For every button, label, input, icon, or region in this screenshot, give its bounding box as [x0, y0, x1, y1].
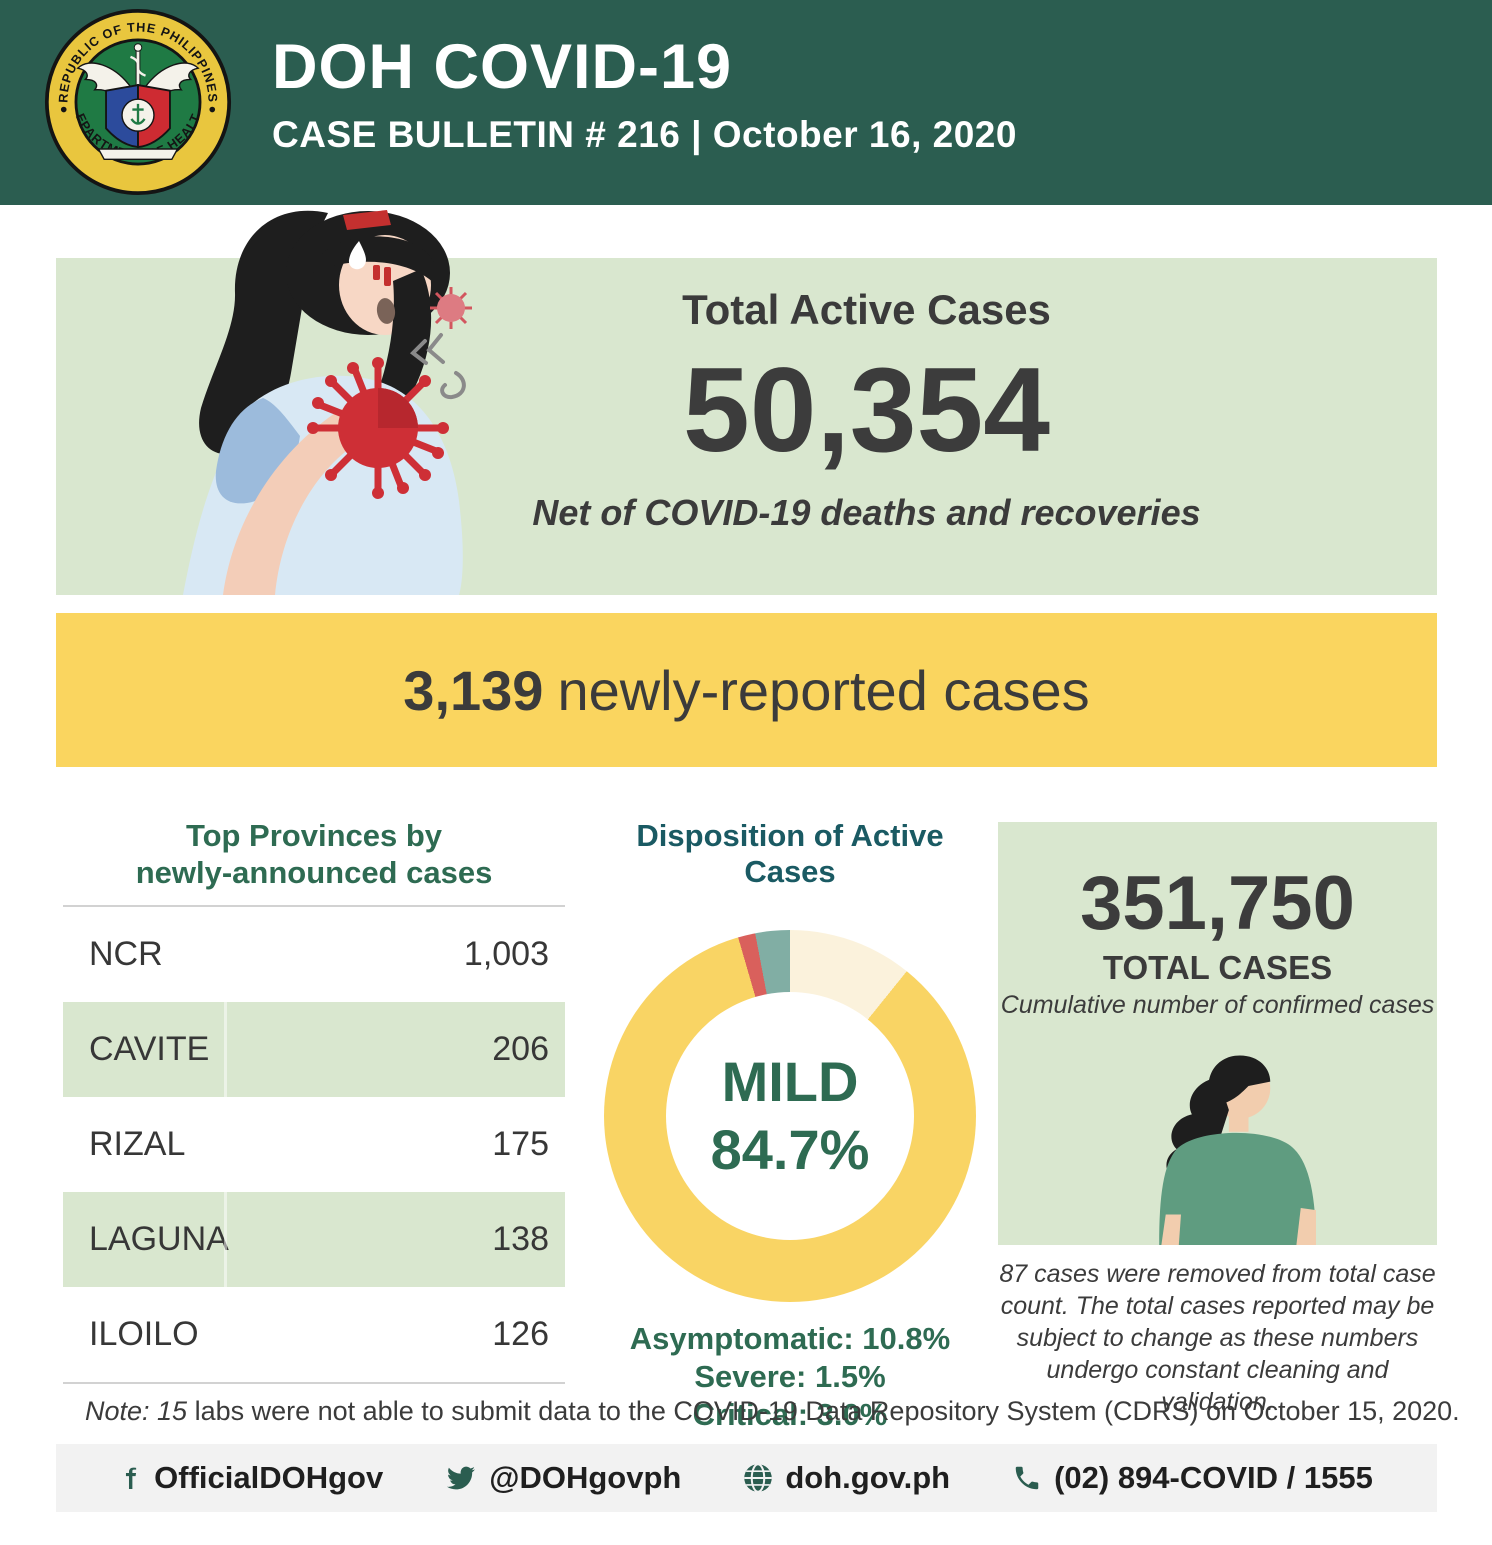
- top-provinces-section: Top Provinces by newly-announced cases N…: [63, 818, 565, 1385]
- table-row: RIZAL 175: [63, 1097, 565, 1192]
- new-cases-label: newly-reported cases: [557, 658, 1090, 722]
- header-bar: REPUBLIC OF THE PHILIPPINES DEPARTMENT O…: [0, 0, 1492, 205]
- breakdown-asymptomatic: Asymptomatic: 10.8%: [629, 1321, 951, 1356]
- total-cases-card: 351,750 TOTAL CASES Cumulative number of…: [998, 822, 1437, 1245]
- footer-bar: OfficialDOHgov @DOHgovph doh.gov.ph (02)…: [56, 1444, 1437, 1512]
- province-value: 138: [492, 1220, 549, 1259]
- footer-twitter-link[interactable]: @DOHgovph: [445, 1460, 681, 1496]
- new-cases-banner: 3,139 newly-reported cases: [56, 613, 1437, 767]
- seal-right-dot: [209, 106, 216, 113]
- total-cases-note: 87 cases were removed from total case co…: [999, 1260, 1436, 1416]
- virus-icon: [307, 357, 449, 499]
- twitter-icon: [447, 1466, 476, 1490]
- disposition-donut-chart: MILD 84.7%: [604, 930, 976, 1302]
- province-name: ILOILO: [89, 1315, 199, 1354]
- footer-website-link[interactable]: doh.gov.ph: [743, 1460, 950, 1496]
- active-cases-block: Total Active Cases 50,354 Net of COVID-1…: [296, 258, 1437, 534]
- seal-ribbon: [97, 148, 179, 161]
- labs-note: Note: 15 labs were not able to submit da…: [85, 1396, 1460, 1427]
- labs-note-prefix: Note: 15: [85, 1396, 188, 1426]
- hair-clip: [343, 210, 391, 230]
- top-provinces-table: NCR 1,003 CAVITE 206 RIZAL 175 LAGUNA 13…: [63, 905, 565, 1385]
- donut-center-value: 84.7%: [710, 1118, 870, 1181]
- stress-mark-icon: [373, 265, 391, 286]
- province-value: 126: [492, 1315, 549, 1354]
- seal-left-dot: [60, 106, 67, 113]
- footer-phone[interactable]: (02) 894-COVID / 1555: [1012, 1460, 1373, 1496]
- active-cases-note: Net of COVID-19 deaths and recoveries: [532, 492, 1201, 533]
- total-cases-sublabel: Cumulative number of confirmed cases: [1000, 991, 1435, 1019]
- province-name: CAVITE: [89, 1030, 210, 1069]
- table-row: NCR 1,003: [63, 907, 565, 1002]
- breakdown-critical: Critical: 3.0%: [692, 1396, 888, 1432]
- total-cases-value: 351,750: [1080, 861, 1355, 946]
- sweat-drop-icon: [348, 241, 366, 270]
- active-cases-value: 50,354: [682, 343, 1051, 477]
- disposition-section: Disposition of Active Cases MILD 84.7% A…: [590, 818, 990, 1433]
- donut-center-label: MILD: [721, 1049, 859, 1113]
- table-row: CAVITE 206: [63, 1002, 565, 1098]
- disposition-breakdown: Asymptomatic: 10.8% Severe: 1.5% Critica…: [590, 1320, 990, 1433]
- province-name: RIZAL: [89, 1125, 186, 1164]
- seal-shield-icon: [105, 83, 171, 149]
- page-title: DOH COVID-19: [272, 32, 733, 102]
- table-row: LAGUNA 138: [63, 1192, 565, 1288]
- globe-icon: [744, 1463, 773, 1493]
- province-value: 206: [492, 1030, 549, 1069]
- active-cases-label: Total Active Cases: [682, 286, 1051, 333]
- small-virus-icon: [430, 287, 472, 329]
- table-row: ILOILO 126: [63, 1287, 565, 1382]
- page-subtitle: CASE BULLETIN # 216 | October 16, 2020: [272, 114, 1017, 156]
- province-value: 1,003: [463, 935, 549, 974]
- breakdown-severe: Severe: 1.5%: [694, 1358, 886, 1394]
- phone-icon: [1015, 1466, 1039, 1490]
- woman-back-illustration: [1158, 1055, 1316, 1245]
- province-value: 175: [492, 1125, 549, 1164]
- province-name: NCR: [89, 935, 163, 974]
- facebook-icon: [126, 1467, 137, 1489]
- doh-seal-logo: REPUBLIC OF THE PHILIPPINES DEPARTMENT O…: [44, 8, 232, 196]
- top-provinces-title: Top Provinces by newly-announced cases: [135, 818, 493, 890]
- donut-center: MILD 84.7%: [666, 992, 914, 1240]
- footer-facebook-link[interactable]: OfficialDOHgov: [120, 1460, 383, 1496]
- new-cases-count: 3,139: [403, 658, 544, 722]
- labs-note-rest: labs were not able to submit data to the…: [187, 1396, 1460, 1426]
- total-cases-label: TOTAL CASES: [1102, 949, 1333, 986]
- disposition-title: Disposition of Active Cases: [636, 818, 944, 889]
- province-name: LAGUNA: [89, 1220, 229, 1259]
- cough-marks-icon: [409, 333, 466, 400]
- coughing-woman-illustration: [183, 210, 472, 595]
